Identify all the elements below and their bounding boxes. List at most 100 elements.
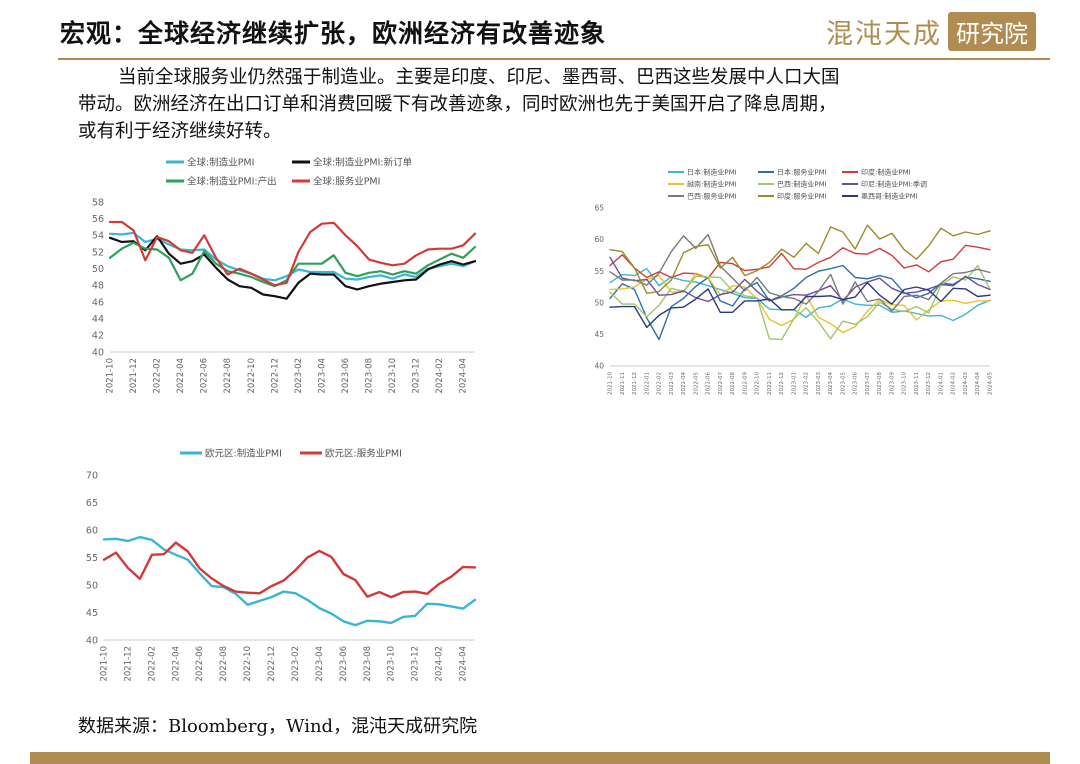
body-line-2: 带动。欧洲经济在出口订单和消费回暖下有改善迹象，同时欧洲也先于美国开启了降息周期… — [78, 94, 837, 115]
x-tick-label: 2022-04 — [171, 646, 181, 682]
y-tick-label: 70 — [86, 470, 98, 481]
x-tick-label: 2021-10 — [100, 646, 110, 682]
legend-label: 印尼:制造业PMI:季调 — [861, 179, 927, 188]
series-line — [609, 224, 991, 295]
legend-label: 欧元区:服务业PMI — [325, 447, 402, 459]
x-tick-label: 2021-10 — [608, 372, 614, 395]
body-line-1: 当前全球服务业仍然强于制造业。主要是印度、印尼、墨西哥、巴西这些发展中人口大国 — [118, 67, 840, 88]
logo-box-text: 研究院 — [948, 11, 1036, 51]
x-tick-label: 2022-10 — [755, 372, 761, 395]
series-line — [609, 281, 991, 329]
y-tick-label: 65 — [594, 204, 604, 213]
x-tick-label: 2021-12 — [129, 358, 139, 394]
x-tick-label: 2023-10 — [902, 372, 908, 395]
x-tick-label: 2023-08 — [365, 358, 375, 394]
series-line — [609, 264, 991, 341]
y-tick-label: 55 — [594, 267, 604, 276]
legend-label: 日本:制造业PMI — [687, 167, 737, 176]
x-tick-label: 2022-06 — [200, 358, 210, 394]
legend-label: 全球:制造业PMI:产出 — [187, 175, 277, 187]
brand-logo: 混沌天成 研究院 — [826, 11, 1036, 51]
page-title: 宏观：全球经济继续扩张，欧洲经济有改善迹象 — [60, 19, 607, 48]
chart-eurozone-pmi: 欧元区:制造业PMI 欧元区:服务业PMI 40 45 50 55 60 65 70 2021-1… — [86, 447, 477, 682]
chart-country-pmi: 日本:制造业PMI 日本:服务业PMI 印度:制造业PMI 越南:制造业PMI 巴西:制… — [594, 167, 994, 395]
x-tick-label: 2021-11 — [620, 372, 626, 395]
x-tick-label: 2022-08 — [223, 358, 233, 394]
legend-label: 巴西:服务业PMI — [687, 191, 737, 200]
x-tick-label: 2023-04 — [317, 358, 327, 394]
x-tick-label: 2023-12 — [926, 372, 932, 395]
x-tick-label: 2023-12 — [412, 358, 422, 394]
x-tick-label: 2022-03 — [669, 372, 675, 395]
y-tick-label: 65 — [86, 498, 98, 509]
x-tick-label: 2022-01 — [644, 372, 650, 395]
series-line — [609, 233, 991, 312]
x-tick-label: 2023-09 — [889, 372, 895, 395]
x-tick-label: 2023-06 — [341, 358, 351, 394]
x-tick-label: 2023-10 — [388, 358, 398, 394]
y-tick-label: 54 — [92, 231, 104, 242]
series-line — [609, 264, 991, 341]
y-tick-label: 42 — [92, 331, 104, 342]
series-line — [102, 541, 477, 599]
x-tick-label: 2022-11 — [767, 372, 773, 395]
x-tick-label: 2024-04 — [459, 646, 469, 682]
legend-label: 欧元区:制造业PMI — [205, 447, 282, 459]
series-line — [108, 241, 477, 288]
x-tick-label: 2022-02 — [147, 646, 157, 682]
x-tick-label: 2022-10 — [247, 358, 257, 394]
y-tick-label: 45 — [594, 330, 604, 339]
y-tick-label: 50 — [92, 264, 104, 275]
y-tick-label: 58 — [92, 197, 104, 208]
x-tick-label: 2022-08 — [730, 372, 736, 395]
legend-label: 日本:服务业PMI — [777, 167, 827, 176]
x-tick-label: 2022-12 — [267, 646, 277, 682]
x-tick-label: 2023-08 — [363, 646, 373, 682]
x-tick-label: 2023-11 — [914, 372, 920, 395]
x-tick-label: 2022-06 — [195, 646, 205, 682]
body-paragraph: 当前全球服务业仍然强于制造业。主要是印度、印尼、墨西哥、巴西这些发展中人口大国 … — [78, 64, 1018, 145]
series-line — [102, 535, 477, 627]
x-tick-label: 2022-06 — [706, 372, 712, 395]
x-tick-label: 2022-04 — [681, 372, 687, 395]
body-line-3: 或有利于经济继续好转。 — [78, 121, 282, 142]
x-tick-label: 2024-04 — [975, 372, 981, 395]
x-tick-label: 2024-04 — [459, 358, 469, 394]
y-tick-label: 50 — [594, 298, 604, 307]
y-tick-label: 46 — [92, 297, 104, 308]
x-tick-label: 2024-02 — [435, 358, 445, 394]
legend-label: 越南:制造业PMI — [687, 179, 737, 188]
y-tick-label: 40 — [86, 635, 98, 646]
y-tick-label: 56 — [92, 214, 104, 225]
x-tick-label: 2024-05 — [988, 372, 994, 395]
data-source: 数据来源：Bloomberg，Wind，混沌天成研究院 — [78, 716, 478, 737]
y-tick-label: 55 — [86, 553, 98, 564]
x-tick-label: 2023-01 — [791, 372, 797, 395]
x-tick-label: 2024-02 — [951, 372, 957, 395]
y-tick-label: 60 — [86, 525, 98, 536]
x-tick-label: 2022-05 — [693, 372, 699, 395]
x-tick-label: 2023-06 — [853, 372, 859, 395]
footer-bar — [30, 752, 1050, 764]
legend-label: 巴西:制造业PMI — [777, 179, 827, 188]
x-tick-label: 2022-02 — [153, 358, 163, 394]
x-tick-label: 2023-08 — [877, 372, 883, 395]
logo-text: 混沌天成 — [826, 18, 942, 50]
x-tick-label: 2023-04 — [828, 372, 834, 395]
legend-label: 全球:制造业PMI:新订单 — [313, 156, 413, 168]
y-tick-label: 52 — [92, 247, 104, 258]
series-line — [108, 235, 477, 300]
x-tick-label: 2022-02 — [657, 372, 663, 395]
x-tick-label: 2023-02 — [291, 646, 301, 682]
x-tick-label: 2023-04 — [315, 646, 325, 682]
series-line — [108, 220, 477, 287]
legend-label: 墨西哥:制造业PMI — [861, 191, 918, 200]
x-tick-label: 2022-12 — [270, 358, 280, 394]
y-tick-label: 40 — [92, 347, 104, 358]
x-tick-label: 2022-10 — [243, 646, 253, 682]
x-tick-label: 2024-01 — [938, 372, 944, 395]
x-tick-label: 2021-12 — [123, 646, 133, 682]
x-tick-label: 2022-04 — [176, 358, 186, 394]
x-tick-label: 2024-03 — [963, 372, 969, 395]
